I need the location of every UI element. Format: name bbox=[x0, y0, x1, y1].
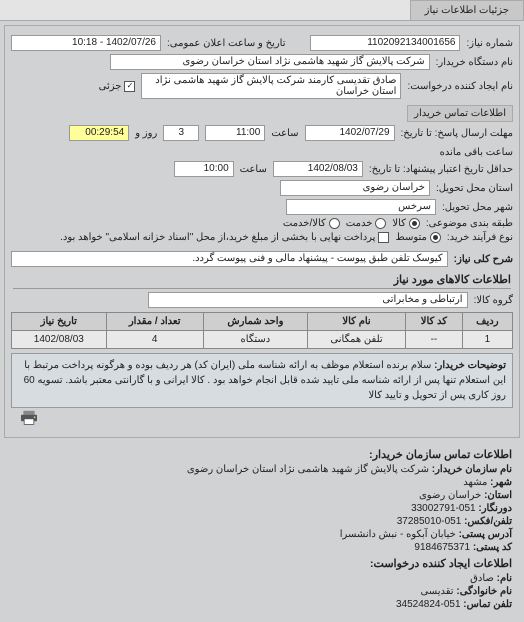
valid-date: 1402/08/03 bbox=[273, 161, 363, 177]
phone-value: 051-37285010 bbox=[397, 516, 462, 527]
tab-details[interactable]: جزئیات اطلاعات نیاز bbox=[410, 0, 524, 20]
creator-value: صادق تقدیسی کارمند شرکت پالایش گاز شهید … bbox=[141, 73, 401, 99]
cat-opt-2-label: کالا/خدمت bbox=[283, 218, 326, 229]
buyer-value: شرکت پالایش گاز شهید هاشمی نژاد استان خر… bbox=[110, 54, 430, 70]
partial-check[interactable]: ✓ جزئی bbox=[99, 81, 136, 92]
cell: 1 bbox=[462, 331, 512, 349]
cat-opt-1[interactable]: خدمت bbox=[346, 218, 387, 229]
c-city-value: مشهد bbox=[463, 477, 487, 488]
products-section-title: اطلاعات کالاهای مورد نیاز bbox=[13, 273, 511, 289]
contact-title: اطلاعات تماس سازمان خریدار: bbox=[12, 448, 512, 461]
process-opt-0[interactable]: متوسط bbox=[395, 232, 440, 243]
city-value: سرخس bbox=[286, 199, 436, 215]
checkbox-icon: ✓ bbox=[124, 81, 135, 92]
province-value: خراسان رضوی bbox=[280, 180, 430, 196]
buyer-desc-box: توضیحات خریدار: سلام برنده استعلام موظف … bbox=[11, 353, 513, 408]
col-0: ردیف bbox=[462, 313, 512, 331]
cat-opt-0-label: کالا bbox=[392, 218, 406, 229]
col-5: تاریخ نیاز bbox=[12, 313, 107, 331]
city-label: شهر محل تحویل: bbox=[442, 202, 513, 213]
name-label: نام: bbox=[497, 573, 512, 584]
checkbox-icon bbox=[378, 232, 389, 243]
tab-bar: جزئیات اطلاعات نیاز bbox=[0, 0, 524, 21]
process-label: نوع فرآیند خرید: bbox=[447, 232, 513, 243]
partial-label: جزئی bbox=[99, 81, 122, 92]
req-no-value: 1102092134001656 bbox=[310, 35, 460, 51]
radio-icon bbox=[329, 218, 340, 229]
group-value: ارتباطی و مخابراتی bbox=[148, 292, 468, 308]
process-note: پرداخت نهایی با بخشی از مبلغ خرید،از محل… bbox=[60, 232, 375, 243]
buyer-desc-label: توضیحات خریدار: bbox=[434, 360, 506, 371]
phone-label: تلفن/فکس: bbox=[464, 516, 512, 527]
radio-icon bbox=[430, 232, 441, 243]
cat-opt-2[interactable]: کالا/خدمت bbox=[283, 218, 340, 229]
c-province-value: خراسان رضوی bbox=[419, 490, 481, 501]
remain-days-label: روز و bbox=[135, 128, 157, 139]
details-frame: شماره نیاز: 1102092134001656 تاریخ و ساع… bbox=[4, 25, 520, 438]
cell: دستگاه bbox=[203, 331, 307, 349]
contact-section: اطلاعات تماس سازمان خریدار: نام سازمان خ… bbox=[6, 444, 518, 616]
lname-label: نام خانوادگی: bbox=[456, 586, 512, 597]
address-label: آدرس پستی: bbox=[459, 529, 512, 540]
buyer-label: نام دستگاه خریدار: bbox=[436, 57, 513, 68]
cat-label: طبقه بندی موضوعی: bbox=[426, 218, 513, 229]
cell: 4 bbox=[106, 331, 203, 349]
cell: تلفن همگانی bbox=[307, 331, 405, 349]
remain-suffix: ساعت باقی مانده bbox=[440, 147, 513, 158]
province-label: استان محل تحویل: bbox=[436, 183, 513, 194]
creator-title: اطلاعات ایجاد کننده درخواست: bbox=[12, 557, 512, 570]
process-opt-0-label: متوسط bbox=[395, 232, 426, 243]
printer-icon bbox=[19, 410, 39, 426]
cell: 1402/08/03 bbox=[12, 331, 107, 349]
valid-time-label: ساعت bbox=[240, 164, 267, 175]
process-note-check[interactable]: پرداخت نهایی با بخشی از مبلغ خرید،از محل… bbox=[60, 232, 389, 243]
creator-label: نام ایجاد کننده درخواست: bbox=[407, 81, 513, 92]
cphone-value: 051-34524824 bbox=[396, 599, 461, 610]
org-label: نام سازمان خریدار: bbox=[432, 464, 512, 475]
cat-opt-0[interactable]: کالا bbox=[392, 218, 420, 229]
address-value: خیابان آبکوه - نبش دانشسرا bbox=[340, 529, 456, 540]
print-button[interactable] bbox=[11, 408, 513, 431]
col-2: نام کالا bbox=[307, 313, 405, 331]
subject-label: شرح کلی نیاز: bbox=[454, 254, 513, 265]
col-4: تعداد / مقدار bbox=[106, 313, 203, 331]
remain-time: 00:29:54 bbox=[69, 125, 129, 141]
valid-label: حداقل تاریخ اعتبار پیشنهاد: تا تاریخ: bbox=[369, 164, 513, 175]
postal-label: کد پستی: bbox=[473, 542, 512, 553]
cat-opt-1-label: خدمت bbox=[346, 218, 373, 229]
valid-time: 10:00 bbox=[174, 161, 234, 177]
fax-label: دورنگار: bbox=[478, 503, 512, 514]
radio-icon bbox=[409, 218, 420, 229]
c-province-label: استان: bbox=[484, 490, 512, 501]
group-label: گروه کالا: bbox=[474, 295, 513, 306]
fax-value: 051-33002791 bbox=[411, 503, 476, 514]
col-3: واحد شمارش bbox=[203, 313, 307, 331]
table-header-row: ردیف کد کالا نام کالا واحد شمارش تعداد /… bbox=[12, 313, 513, 331]
subject-value: کیوسک تلفن طبق پیوست - پیشنهاد مالی و فن… bbox=[11, 251, 448, 267]
cphone-label: تلفن تماس: bbox=[463, 599, 512, 610]
req-no-label: شماره نیاز: bbox=[466, 38, 513, 49]
remain-days: 3 bbox=[163, 125, 199, 141]
col-1: کد کالا bbox=[406, 313, 463, 331]
deadline-label: مهلت ارسال پاسخ: تا تاریخ: bbox=[401, 128, 513, 139]
name-value: صادق bbox=[470, 573, 494, 584]
pub-value: 1402/07/26 - 10:18 bbox=[11, 35, 161, 51]
deadline-date: 1402/07/29 bbox=[305, 125, 395, 141]
deadline-time-label: ساعت bbox=[271, 128, 298, 139]
postal-value: 9184675371 bbox=[414, 542, 470, 553]
radio-icon bbox=[375, 218, 386, 229]
contact-info-button[interactable]: اطلاعات تماس خریدار bbox=[407, 105, 513, 122]
table-row[interactable]: 1 -- تلفن همگانی دستگاه 4 1402/08/03 bbox=[12, 331, 513, 349]
cell: -- bbox=[406, 331, 463, 349]
c-city-label: شهر: bbox=[490, 477, 512, 488]
org-value: شرکت پالایش گاز شهید هاشمی نژاد استان خر… bbox=[187, 464, 429, 475]
pub-label: تاریخ و ساعت اعلان عمومی: bbox=[167, 38, 286, 49]
deadline-time: 11:00 bbox=[205, 125, 265, 141]
lname-value: تقدیسی bbox=[420, 586, 453, 597]
products-table: ردیف کد کالا نام کالا واحد شمارش تعداد /… bbox=[11, 312, 513, 349]
